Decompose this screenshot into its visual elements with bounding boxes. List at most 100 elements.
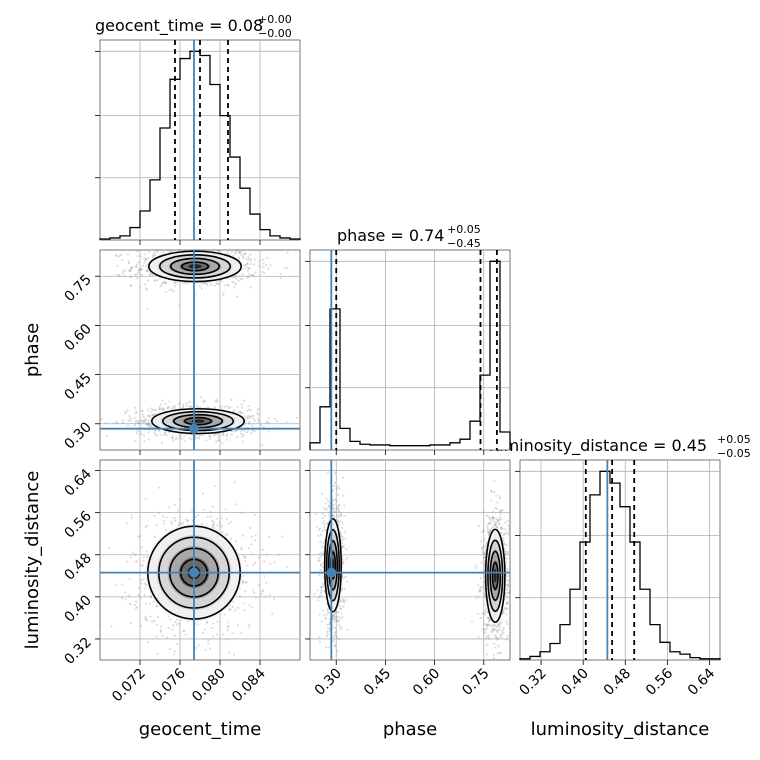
scatter-point	[227, 522, 231, 525]
scatter-point	[168, 506, 171, 509]
scatter-point	[217, 432, 221, 435]
scatter-point	[164, 282, 167, 285]
scatter-point	[253, 263, 256, 266]
hist-bar	[250, 214, 260, 240]
scatter-point	[146, 408, 150, 411]
scatter-point	[155, 635, 158, 638]
scatter-point	[142, 264, 145, 268]
scatter-point	[232, 254, 235, 257]
scatter-point	[244, 559, 247, 563]
scatter-point	[501, 527, 504, 531]
scatter-point	[234, 275, 238, 278]
hist-bar	[350, 441, 360, 450]
x-tick-label: 0.084	[229, 665, 269, 705]
scatter-point	[186, 519, 190, 522]
scatter-point	[231, 632, 234, 635]
scatter-point	[336, 650, 339, 653]
scatter-point	[201, 522, 204, 526]
scatter-point	[324, 508, 327, 511]
scatter-point	[160, 433, 163, 437]
scatter-point	[337, 637, 340, 641]
scatter-point	[168, 400, 171, 403]
scatter-point	[156, 433, 159, 437]
scatter-point	[216, 620, 219, 623]
scatter-point	[214, 400, 217, 403]
scatter-point	[161, 634, 164, 638]
scatter-point	[217, 282, 220, 286]
scatter-point	[185, 401, 188, 405]
scatter-point	[332, 635, 335, 639]
scatter-point	[151, 274, 154, 277]
scatter-point	[336, 514, 339, 517]
scatter-point	[145, 602, 148, 606]
scatter-point	[135, 600, 138, 603]
scatter-point	[210, 283, 213, 286]
scatter-point	[511, 616, 513, 618]
scatter-point	[173, 503, 176, 507]
hist-bar	[180, 59, 190, 240]
scatter-point	[258, 259, 261, 263]
scatter-point	[499, 509, 503, 513]
contour-line	[484, 528, 506, 624]
hist-bar	[200, 55, 210, 240]
scatter-point	[167, 615, 170, 618]
scatter-point	[234, 429, 238, 432]
scatter-point	[507, 583, 510, 586]
scatter-point	[144, 615, 147, 619]
scatter-point	[140, 578, 143, 582]
scatter-point	[146, 619, 149, 622]
scatter-point	[144, 257, 147, 260]
scatter-point	[114, 253, 117, 257]
scatter-point	[117, 273, 120, 276]
scatter-point	[208, 510, 212, 513]
scatter-point	[261, 270, 264, 273]
scatter-point	[238, 251, 241, 254]
scatter-point	[191, 245, 193, 247]
scatter-point	[169, 618, 172, 621]
scatter-point	[141, 564, 144, 567]
scatter-point	[333, 626, 337, 630]
scatter-point	[338, 503, 341, 506]
scatter-point	[141, 413, 144, 416]
scatter-point	[481, 548, 484, 551]
scatter-point	[495, 629, 498, 632]
scatter-point	[244, 264, 247, 267]
scatter-point	[496, 631, 499, 634]
scatter-point	[117, 255, 121, 258]
scatter-point	[500, 526, 503, 529]
scatter-point	[491, 631, 494, 634]
scatter-point	[483, 613, 486, 616]
scatter-point	[492, 657, 496, 660]
contour-line	[151, 407, 246, 435]
scatter-point	[131, 266, 134, 269]
scatter-point	[202, 400, 205, 404]
scatter-point	[246, 263, 249, 266]
scatter-point	[339, 514, 343, 518]
scatter-point	[135, 560, 138, 563]
scatter-point	[196, 405, 199, 408]
scatter-point	[251, 429, 254, 432]
scatter-point	[237, 606, 240, 609]
scatter-point	[233, 281, 236, 284]
scatter-point	[341, 538, 344, 541]
scatter-point	[239, 253, 243, 256]
scatter-point	[146, 279, 150, 282]
scatter-point	[144, 525, 147, 529]
scatter-point	[168, 288, 171, 292]
scatter-point	[318, 556, 321, 559]
scatter-point	[265, 263, 268, 266]
scatter-point	[498, 497, 501, 500]
hist-outline	[309, 260, 511, 450]
scatter-point	[486, 530, 489, 533]
scatter-point	[244, 555, 247, 558]
scatter-point	[236, 623, 239, 627]
scatter-point	[135, 410, 138, 413]
scatter-point	[342, 562, 345, 565]
scatter-point	[240, 429, 243, 432]
scatter-point	[221, 531, 224, 534]
hist-bar	[600, 471, 610, 660]
scatter-point	[214, 485, 217, 488]
scatter-point	[234, 503, 237, 506]
x-tick-label: 0.64	[685, 665, 718, 698]
scatter-point	[139, 286, 142, 289]
